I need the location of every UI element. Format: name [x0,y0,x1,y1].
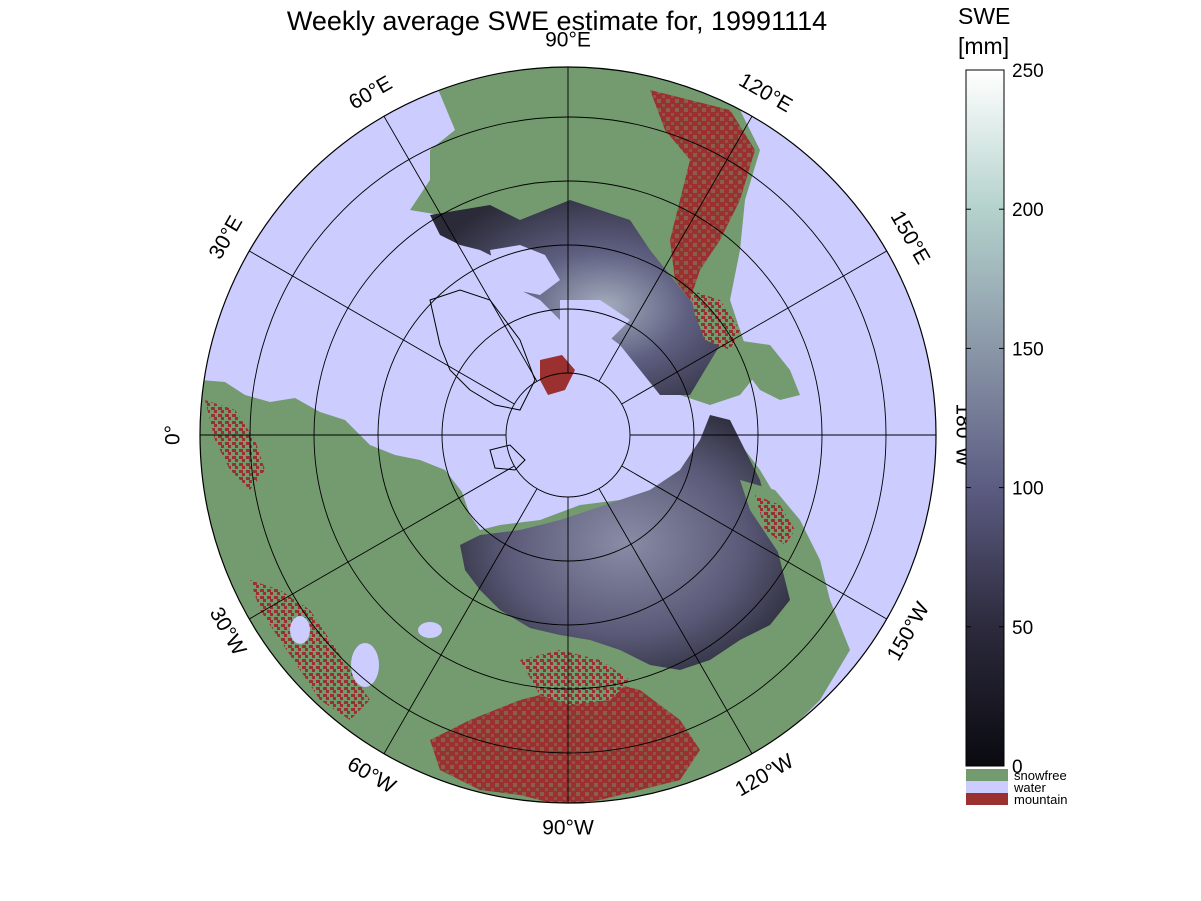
meridian-line [249,465,515,620]
alaska-mountain [690,290,740,350]
land-layer [200,67,850,803]
alaska-land [735,340,800,400]
longitude-label: 30°W [205,603,251,659]
inland-sea-3 [418,622,442,638]
colorbar-label-line1: SWE [958,3,1010,29]
west-mountain [205,400,265,490]
colorbar-ticks: 0 50 100 150 200 250 [966,61,1044,778]
legend-label-water: water [1013,780,1046,795]
legend-label-snowfree: snowfree [1014,768,1067,783]
colorbar-label-line2: [mm] [958,33,1009,59]
longitude-label: 0° [162,425,185,445]
colorbar-tick-label: 0 [1012,757,1023,778]
longitude-label: 60°W [343,753,399,799]
himalaya-mountain [430,680,700,803]
longitude-label: 60°E [345,72,396,115]
meridian-line [621,250,887,405]
colorbar-tick-label: 200 [1012,200,1044,221]
meridian-line [598,116,753,382]
inland-sea-2 [290,616,310,644]
colorbar-tick-label: 50 [1012,618,1033,639]
graticule [199,66,937,804]
colorbar-tick-label: 100 [1012,479,1044,500]
far-east-mountain [755,495,795,545]
meridian-line [383,488,538,754]
central-asia-mountain [520,650,630,705]
legend-swatch-water [966,781,1008,793]
longitude-label: 150°E [886,207,935,268]
scandinavia-land [340,440,440,505]
legend-label-mountain: mountain [1014,792,1067,807]
inland-sea-1 [351,643,379,687]
longitude-label: 30°E [205,212,248,263]
map-title: Weekly average SWE estimate for, 1999111… [287,6,827,36]
legend-swatch-snowfree [966,769,1008,781]
greenland-mountain [540,355,575,395]
longitude-label: 120°E [735,69,796,118]
arctic-islands-water [560,300,630,345]
meridian-line [621,465,887,620]
hudson-bay-water [490,245,560,295]
meridian-line [598,488,753,754]
europe-mountain [250,580,370,720]
colorbar-tick-label: 250 [1012,61,1044,82]
meridian-line [383,116,538,382]
colorbar: SWE [mm] 0 50 100 150 200 250 [958,3,1044,778]
colorbar-gradient [965,69,1005,767]
longitude-label: 90°W [542,817,594,840]
longitude-label: 90°E [545,29,591,52]
eurasia-snow [460,415,790,670]
legend-swatch-mountain [966,793,1008,805]
meridian-line [249,250,515,405]
polar-map: 90°W60°W30°W0°30°E60°E90°E120°E150°E180°… [162,29,975,840]
colorbar-tick-label: 150 [1012,339,1044,360]
polar-coastline [429,289,536,411]
